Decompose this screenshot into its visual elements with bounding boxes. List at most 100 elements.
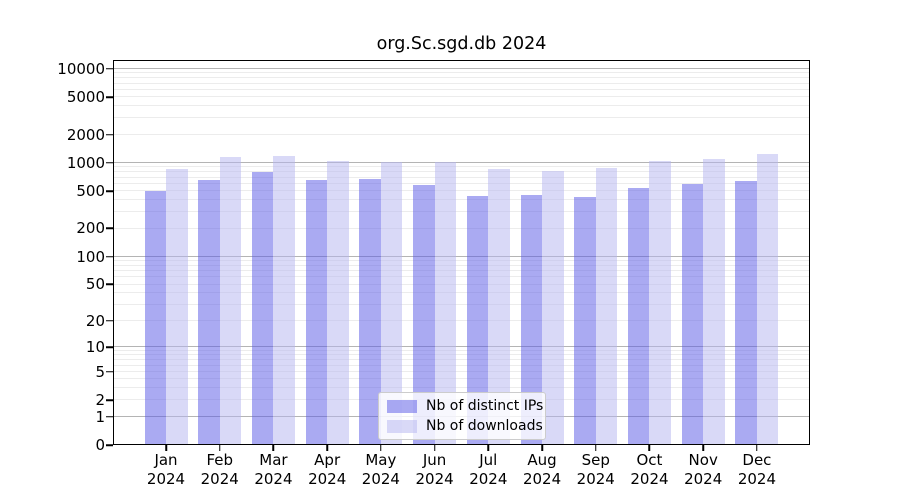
x-tick — [272, 445, 275, 451]
y-tick-label: 5000 — [66, 88, 105, 107]
y-tick — [106, 96, 113, 99]
x-tick-label-feb: Feb 2024 — [200, 451, 239, 489]
x-tick-label-dec: Dec 2024 — [737, 451, 776, 489]
bar-downloads-jul — [488, 169, 510, 445]
y-tick-label: 2000 — [66, 125, 105, 144]
bar-distinct-ips-apr — [305, 179, 328, 445]
y-tick-label: 100 — [76, 247, 105, 266]
x-tick-label-sep: Sep 2024 — [576, 451, 615, 489]
gridline — [113, 259, 810, 261]
gridline — [113, 68, 810, 69]
y-tick-label: 50 — [85, 275, 105, 294]
gridline — [113, 82, 810, 84]
bar-distinct-ips-mar — [251, 172, 274, 445]
gridline — [113, 378, 810, 380]
gridline — [113, 105, 810, 107]
y-tick — [106, 162, 113, 164]
gridline — [113, 276, 810, 278]
bar-downloads-mar — [273, 155, 295, 445]
x-tick — [702, 445, 704, 451]
gridline — [113, 166, 810, 168]
x-tick-label-jun: Jun 2024 — [415, 451, 454, 489]
gridline — [113, 303, 810, 305]
legend-item-downloads: Nb of downloads — [387, 418, 543, 434]
bar-distinct-ips-dec — [735, 181, 757, 445]
y-tick-label: 500 — [76, 182, 105, 201]
gridline — [113, 88, 810, 90]
y-tick — [106, 133, 113, 136]
bar-downloads-jan — [166, 168, 188, 445]
gridline — [113, 354, 810, 356]
y-tick-label: 20 — [85, 311, 105, 330]
bar-distinct-ips-jan — [144, 191, 166, 445]
gridline — [113, 190, 810, 192]
y-tick — [106, 190, 113, 192]
bar-downloads-nov — [703, 158, 725, 445]
bar-downloads-oct — [649, 160, 671, 445]
y-tick-label: 1 — [95, 407, 105, 426]
bar-distinct-ips-may — [359, 179, 381, 445]
y-tick — [106, 255, 113, 258]
bar-downloads-aug — [542, 170, 564, 445]
y-tick — [106, 68, 113, 70]
x-tick — [648, 445, 651, 451]
legend-swatch-distinct-ips — [387, 399, 417, 413]
x-tick-label-mar: Mar 2024 — [254, 451, 293, 489]
gridline — [113, 264, 810, 266]
x-tick-label-jan: Jan 2024 — [146, 451, 186, 489]
x-tick — [380, 445, 382, 451]
y-tick — [106, 399, 113, 401]
gridline — [113, 133, 810, 135]
x-tick-label-aug: Aug 2024 — [522, 451, 562, 489]
bar-distinct-ips-jun — [413, 184, 435, 445]
y-tick — [106, 444, 113, 446]
x-tick — [433, 445, 436, 451]
y-tick — [106, 371, 113, 373]
gridline — [113, 161, 810, 163]
gridline — [113, 211, 810, 213]
y-tick — [106, 415, 113, 418]
bar-downloads-apr — [327, 161, 349, 445]
gridline — [113, 359, 810, 361]
legend-item-distinct-ips: Nb of distinct IPs — [387, 398, 543, 414]
gridline — [113, 370, 810, 372]
plot-area — [113, 60, 810, 445]
bar-distinct-ips-feb — [198, 179, 220, 445]
y-tick-label: 200 — [76, 219, 105, 238]
gridline — [113, 182, 810, 184]
x-tick-label-nov: Nov 2024 — [684, 451, 723, 489]
bar-downloads-jun — [434, 161, 457, 445]
x-tick — [541, 445, 543, 451]
x-tick — [218, 445, 221, 451]
gridline — [113, 292, 810, 294]
chart-title: org.Sc.sgd.db 2024 — [376, 34, 547, 54]
gridline — [113, 269, 810, 271]
y-tick-label: 10 — [85, 338, 105, 357]
gridline — [113, 171, 810, 173]
bar-downloads-sep — [595, 167, 618, 445]
gridline — [113, 350, 810, 351]
gridline — [113, 387, 810, 389]
bar-downloads-feb — [219, 157, 242, 445]
gridline — [113, 77, 810, 79]
gridline — [113, 96, 810, 98]
gridline — [113, 199, 810, 201]
gridline — [113, 117, 810, 119]
bar-distinct-ips-sep — [574, 196, 596, 445]
gridline — [113, 319, 810, 321]
x-tick-label-apr: Apr 2024 — [308, 451, 347, 489]
bar-distinct-ips-aug — [520, 194, 543, 445]
bar-distinct-ips-oct — [627, 188, 650, 445]
bar-distinct-ips-nov — [681, 184, 704, 445]
y-tick — [106, 227, 113, 230]
legend: Nb of distinct IPs Nb of downloads — [378, 392, 546, 440]
y-tick-label: 5 — [95, 362, 105, 381]
gridline — [113, 346, 810, 348]
legend-label-distinct-ips: Nb of distinct IPs — [426, 398, 544, 414]
x-tick — [756, 445, 758, 451]
y-tick-label: 1000 — [66, 153, 105, 172]
x-tick — [487, 445, 490, 451]
y-tick — [106, 283, 113, 286]
x-tick-label-jul: Jul 2024 — [469, 451, 508, 489]
y-tick — [106, 346, 113, 348]
